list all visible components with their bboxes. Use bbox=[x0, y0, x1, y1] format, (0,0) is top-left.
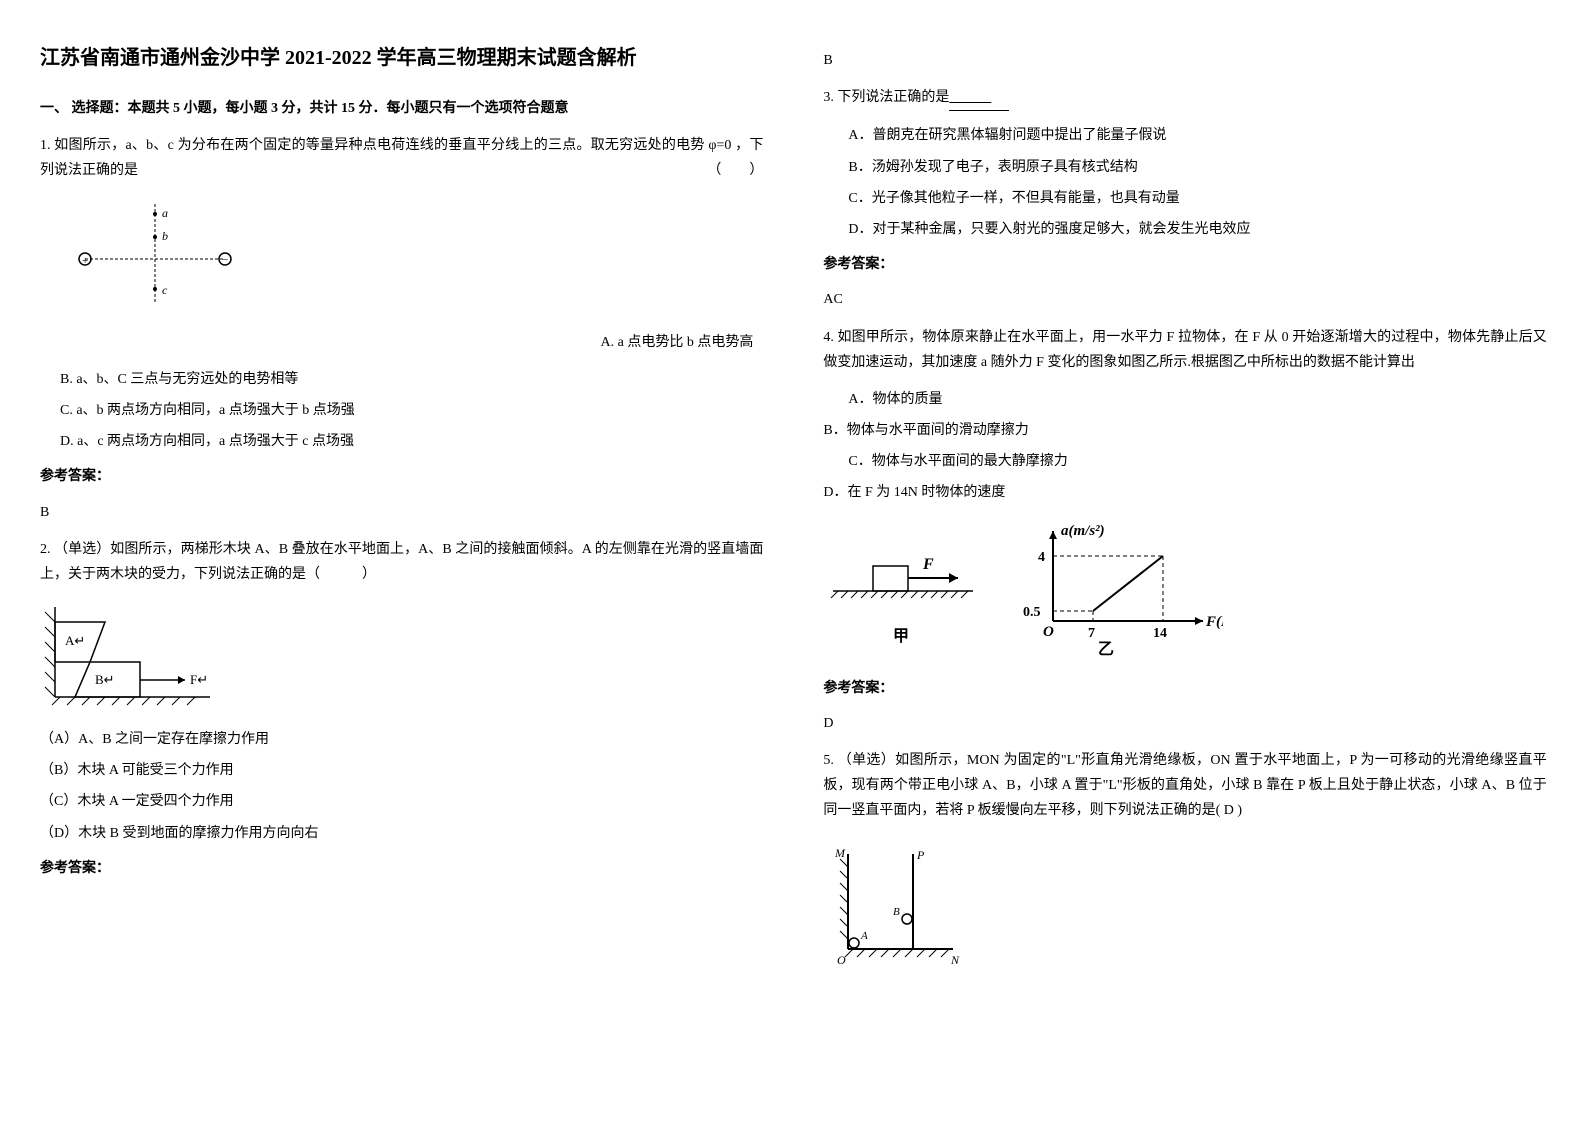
q3-answer: AC bbox=[823, 287, 1546, 312]
svg-text:a(m/s²): a(m/s²) bbox=[1061, 523, 1105, 539]
q1-answer: B bbox=[40, 500, 763, 525]
q4-choice-b: B．物体与水平面间的滑动摩擦力 bbox=[823, 418, 1546, 443]
q3-choice-a: A．普朗克在研究黑体辐射问题中提出了能量子假说 bbox=[848, 123, 1546, 148]
svg-text:+: + bbox=[82, 255, 88, 267]
q3-choice-b: B．汤姆孙发现了电子，表明原子具有核式结构 bbox=[848, 155, 1546, 180]
q3-blank bbox=[949, 85, 1009, 111]
q2-answer-label: 参考答案： bbox=[40, 856, 763, 881]
q5-stem: 5. （单选）如图所示，MON 为固定的"L"形直角光滑绝缘板，ON 置于水平地… bbox=[823, 753, 1546, 818]
q4-choice-d: D．在 F 为 14N 时物体的速度 bbox=[823, 480, 1546, 505]
q4-diagram: F 甲 bbox=[823, 521, 1546, 661]
left-column: 江苏省南通市通州金沙中学 2021-2022 学年高三物理期末试题含解析 一、 … bbox=[40, 40, 763, 984]
question-1: 1. 如图所示，a、b、c 为分布在两个固定的等量异种点电荷连线的垂直平分线上的… bbox=[40, 133, 763, 183]
q4-stem: 4. 如图甲所示，物体原来静止在水平面上，用一水平力 F 拉物体，在 F 从 0… bbox=[823, 330, 1546, 370]
q1-answer-label: 参考答案： bbox=[40, 464, 763, 489]
svg-text:a: a bbox=[162, 206, 168, 220]
svg-text:14: 14 bbox=[1153, 626, 1167, 641]
q2-choice-d: （D）木块 B 受到地面的摩擦力作用方向向右 bbox=[40, 821, 763, 846]
svg-text:A: A bbox=[860, 930, 868, 942]
svg-text:F(N): F(N) bbox=[1205, 614, 1223, 630]
svg-text:7: 7 bbox=[1088, 626, 1095, 641]
q5-diagram: M O N P A B bbox=[823, 839, 1546, 969]
svg-text:b: b bbox=[162, 229, 168, 243]
q1-stem: 1. 如图所示，a、b、c 为分布在两个固定的等量异种点电荷连线的垂直平分线上的… bbox=[40, 138, 763, 178]
q1-choice-a: A. a 点电势比 b 点电势高 bbox=[40, 330, 763, 355]
question-5: 5. （单选）如图所示，MON 为固定的"L"形直角光滑绝缘板，ON 置于水平地… bbox=[823, 748, 1546, 824]
main-title: 江苏省南通市通州金沙中学 2021-2022 学年高三物理期末试题含解析 bbox=[40, 40, 763, 76]
question-2: 2. （单选）如图所示，两梯形木块 A、B 叠放在水平地面上，A、B 之间的接触… bbox=[40, 537, 763, 587]
question-4: 4. 如图甲所示，物体原来静止在水平面上，用一水平力 F 拉物体，在 F 从 0… bbox=[823, 325, 1546, 375]
svg-text:O: O bbox=[1043, 624, 1054, 640]
svg-text:N: N bbox=[950, 953, 960, 967]
svg-text:c: c bbox=[162, 283, 168, 297]
svg-text:F: F bbox=[922, 556, 934, 573]
q2-choice-a: （A）A、B 之间一定存在摩擦力作用 bbox=[40, 727, 763, 752]
q2-stem: 2. （单选）如图所示，两梯形木块 A、B 叠放在水平地面上，A、B 之间的接触… bbox=[40, 542, 763, 582]
q4-answer: D bbox=[823, 711, 1546, 736]
q2-answer: B bbox=[823, 48, 1546, 73]
svg-text:乙: 乙 bbox=[1098, 641, 1114, 658]
q3-answer-label: 参考答案： bbox=[823, 252, 1546, 277]
q3-stem: 3. 下列说法正确的是 bbox=[823, 90, 949, 105]
q1-choice-b: B. a、b、C 三点与无穷远处的电势相等 bbox=[60, 367, 763, 392]
q4-answer-label: 参考答案： bbox=[823, 676, 1546, 701]
svg-text:P: P bbox=[916, 848, 925, 862]
svg-text:0.5: 0.5 bbox=[1023, 605, 1041, 620]
right-column: B 3. 下列说法正确的是 A．普朗克在研究黑体辐射问题中提出了能量子假说 B．… bbox=[823, 40, 1546, 984]
section-header: 一、 选择题：本题共 5 小题，每小题 3 分，共计 15 分．每小题只有一个选… bbox=[40, 96, 763, 121]
svg-text:4: 4 bbox=[1038, 550, 1045, 565]
svg-text:B: B bbox=[893, 906, 900, 918]
q2-choice-b: （B）木块 A 可能受三个力作用 bbox=[40, 758, 763, 783]
svg-text:B↵: B↵ bbox=[95, 672, 115, 687]
q2-diagram: A↵ B↵ F↵ bbox=[40, 602, 763, 712]
question-3: 3. 下列说法正确的是 bbox=[823, 85, 1546, 111]
q1-choice-c: C. a、b 两点场方向相同，a 点场强大于 b 点场强 bbox=[60, 398, 763, 423]
q4-choice-c: C．物体与水平面间的最大静摩擦力 bbox=[848, 449, 1546, 474]
q1-diagram: + − a b c bbox=[70, 199, 763, 309]
svg-text:F↵: F↵ bbox=[190, 672, 208, 687]
svg-text:M: M bbox=[834, 846, 846, 860]
q4-choice-a: A．物体的质量 bbox=[848, 387, 1546, 412]
q1-paren: （ ） bbox=[707, 158, 763, 183]
q2-choice-c: （C）木块 A 一定受四个力作用 bbox=[40, 789, 763, 814]
svg-text:A↵: A↵ bbox=[65, 633, 85, 648]
q4-left-label: 甲 bbox=[893, 627, 909, 645]
q1-choice-d: D. a、c 两点场方向相同，a 点场强大于 c 点场强 bbox=[60, 429, 763, 454]
svg-text:O: O bbox=[837, 953, 846, 967]
svg-text:−: − bbox=[222, 254, 228, 266]
q3-choice-d: D．对于某种金属，只要入射光的强度足够大，就会发生光电效应 bbox=[848, 217, 1546, 242]
q3-choice-c: C．光子像其他粒子一样，不但具有能量，也具有动量 bbox=[848, 186, 1546, 211]
